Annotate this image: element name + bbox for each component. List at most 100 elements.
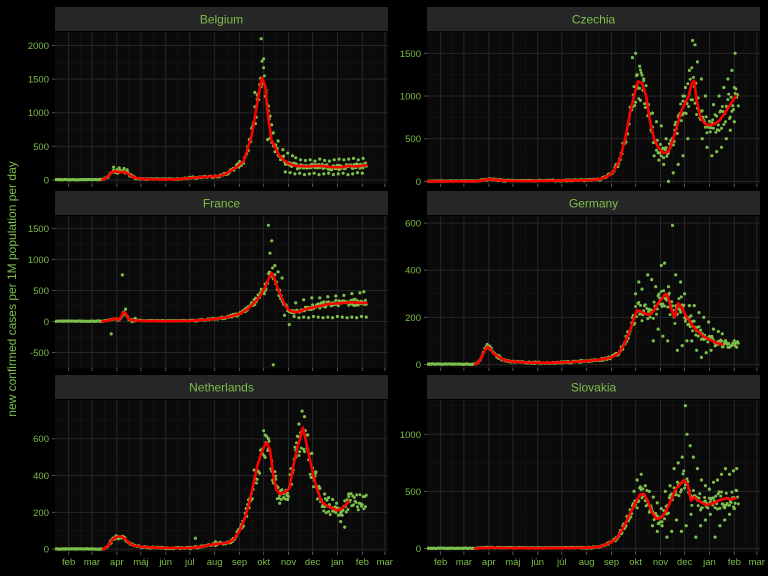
- data-point: [679, 488, 683, 492]
- data-point-outlier: [298, 171, 302, 175]
- data-point: [637, 301, 641, 304]
- data-point-outlier: [681, 154, 685, 158]
- data-point-outlier: [280, 276, 284, 280]
- x-tick-label: feb: [434, 557, 447, 568]
- data-point: [688, 77, 692, 81]
- gridlines: [55, 216, 388, 369]
- data-point-outlier: [643, 484, 647, 488]
- data-point-outlier: [347, 157, 351, 161]
- data-point-outlier: [316, 315, 320, 319]
- data-point: [660, 520, 664, 524]
- data-point: [311, 303, 315, 307]
- data-point-outlier: [327, 171, 331, 175]
- data-point-outlier: [664, 137, 668, 141]
- data-point: [644, 84, 648, 88]
- data-point-outlier: [271, 131, 275, 135]
- panel-strip: [427, 7, 760, 31]
- data-point-outlier: [323, 492, 327, 496]
- data-point: [720, 126, 723, 130]
- data-point-outlier: [663, 489, 667, 493]
- data-point: [731, 104, 735, 108]
- data-point-outlier: [666, 179, 671, 183]
- x-tick-label: máj: [133, 557, 148, 568]
- data-point-outlier: [683, 292, 687, 296]
- data-point: [707, 125, 711, 129]
- data-point: [684, 112, 688, 115]
- y-tick-label: 1500: [28, 75, 49, 86]
- data-point-outlier: [307, 316, 311, 320]
- x-tick-label: feb: [728, 557, 741, 568]
- data-point-outlier: [699, 355, 704, 359]
- data-point-outlier: [722, 85, 726, 90]
- x-tick-label: sep: [232, 557, 247, 568]
- data-point-outlier: [646, 273, 650, 277]
- data-point: [729, 500, 733, 504]
- data-point-outlier: [650, 524, 655, 528]
- data-point: [364, 493, 368, 497]
- data-point-outlier: [630, 56, 635, 60]
- data-point: [665, 154, 669, 158]
- data-point-outlier: [670, 529, 674, 534]
- data-point-outlier: [282, 313, 287, 317]
- data-point-outlier: [634, 292, 638, 296]
- data-point: [293, 445, 297, 449]
- data-point: [648, 315, 652, 319]
- data-point: [661, 302, 665, 306]
- data-point-outlier: [318, 296, 322, 300]
- data-point-outlier: [318, 157, 322, 161]
- data-point-outlier: [661, 334, 665, 338]
- x-tick-label: sep: [604, 557, 619, 568]
- x-tick-label: okt: [257, 557, 270, 568]
- data-point: [322, 509, 326, 513]
- data-point-outlier: [302, 315, 306, 319]
- data-point: [280, 488, 284, 492]
- data-point-outlier: [731, 469, 736, 473]
- data-point: [262, 429, 266, 433]
- data-point-outlier: [283, 170, 287, 174]
- data-point-outlier: [640, 287, 644, 291]
- data-point: [639, 71, 643, 75]
- data-point-outlier: [689, 512, 693, 516]
- data-point-outlier: [312, 171, 316, 175]
- data-point: [633, 321, 637, 325]
- data-point: [675, 493, 678, 497]
- trend-line: [473, 478, 738, 550]
- data-point: [712, 496, 715, 500]
- data-point-outlier: [306, 433, 310, 437]
- data-point: [687, 105, 691, 108]
- data-point: [699, 328, 703, 332]
- y-tick-label: 500: [33, 142, 49, 153]
- data-point: [655, 148, 658, 152]
- data-point-outlier: [321, 316, 325, 320]
- data-point: [696, 504, 700, 508]
- data-point: [662, 156, 666, 160]
- data-point: [683, 486, 687, 490]
- data-point-outlier: [656, 327, 660, 331]
- data-point: [364, 161, 367, 165]
- panel-title: Czechia: [572, 13, 616, 27]
- y-tick-label: 500: [33, 286, 49, 297]
- data-point-outlier: [317, 173, 321, 177]
- data-point-outlier: [307, 172, 311, 176]
- data-point-outlier: [679, 280, 683, 284]
- data-point: [714, 130, 718, 134]
- data-point: [658, 151, 662, 155]
- data-point-outlier: [709, 348, 713, 352]
- data-point-outlier: [350, 292, 354, 296]
- data-point-outlier: [293, 172, 297, 176]
- data-point-outlier: [253, 90, 257, 95]
- y-tick-label: 1000: [400, 92, 421, 103]
- data-point-outlier: [297, 422, 301, 426]
- data-point: [643, 102, 646, 106]
- data-point: [732, 108, 735, 111]
- x-tick-label: apr: [110, 557, 124, 568]
- data-point: [710, 334, 714, 338]
- data-point: [655, 312, 658, 316]
- data-point: [691, 329, 695, 333]
- data-point-outlier: [347, 492, 351, 496]
- data-point: [262, 74, 266, 78]
- data-point-outlier: [336, 172, 340, 176]
- y-tick-label: 500: [405, 487, 421, 498]
- data-point-outlier: [659, 124, 663, 128]
